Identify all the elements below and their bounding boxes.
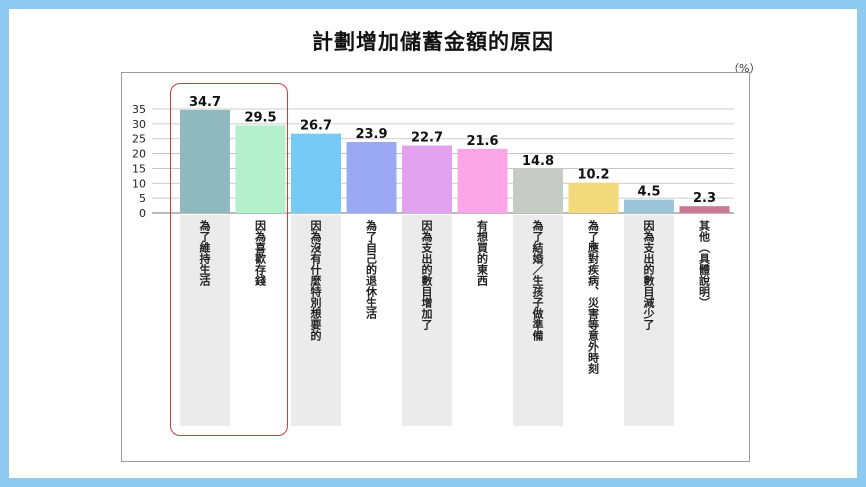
bar bbox=[235, 125, 286, 213]
bar-value-label: 14.8 bbox=[522, 154, 554, 169]
y-tick-label: 15 bbox=[132, 162, 146, 175]
y-tick-label: 20 bbox=[132, 148, 146, 161]
bar bbox=[402, 145, 452, 213]
bar-value-label: 4.5 bbox=[637, 185, 660, 200]
category-label: 其他（具體說明） bbox=[697, 220, 711, 308]
category-label: 因為支出的數目減少了 bbox=[642, 220, 655, 330]
category-label: 因為喜歡存錢 bbox=[253, 220, 267, 286]
category-label-background bbox=[513, 215, 563, 426]
category-label-background bbox=[402, 215, 452, 426]
category-label: 為了應對疾病、災害等意外時刻 bbox=[586, 220, 600, 374]
category-label: 因為支出的數目增加了 bbox=[420, 220, 433, 330]
category-label: 有想買的東西 bbox=[475, 220, 489, 286]
chart-title: 計劃增加儲蓄金額的原因 bbox=[312, 30, 554, 54]
bar-value-label: 23.9 bbox=[355, 127, 387, 142]
bar bbox=[291, 133, 341, 213]
bar-value-label: 34.7 bbox=[189, 95, 221, 110]
bar-value-label: 10.2 bbox=[577, 168, 609, 183]
y-tick-label: 5 bbox=[139, 192, 146, 205]
category-label: 為了結婚／生孩子做準備 bbox=[531, 220, 544, 341]
category-label-background bbox=[180, 215, 230, 426]
bar-value-label: 26.7 bbox=[300, 119, 332, 134]
y-tick-label: 35 bbox=[132, 103, 146, 116]
y-tick-label: 30 bbox=[132, 118, 146, 131]
unit-label: （%） bbox=[728, 62, 761, 75]
y-tick-label: 0 bbox=[139, 207, 146, 220]
bar bbox=[679, 206, 730, 213]
bar bbox=[346, 141, 397, 213]
category-label-background bbox=[624, 215, 674, 426]
category-label: 為了自己的退休生活 bbox=[364, 220, 378, 319]
y-tick-label: 25 bbox=[132, 133, 146, 146]
bar-value-label: 29.5 bbox=[244, 110, 276, 125]
bar-value-label: 22.7 bbox=[411, 131, 443, 146]
bar bbox=[568, 182, 619, 213]
bar bbox=[180, 109, 230, 213]
bar bbox=[624, 199, 674, 213]
bar-value-label: 2.3 bbox=[693, 191, 716, 206]
category-label: 因為沒有什麼特別想要的 bbox=[309, 220, 322, 341]
bar bbox=[457, 148, 508, 213]
bar bbox=[513, 169, 563, 213]
category-label: 為了維持生活 bbox=[198, 220, 211, 286]
bar-value-label: 21.6 bbox=[466, 134, 498, 149]
highlight-box bbox=[170, 83, 288, 436]
y-tick-label: 10 bbox=[132, 177, 146, 190]
category-label-background bbox=[291, 215, 341, 426]
